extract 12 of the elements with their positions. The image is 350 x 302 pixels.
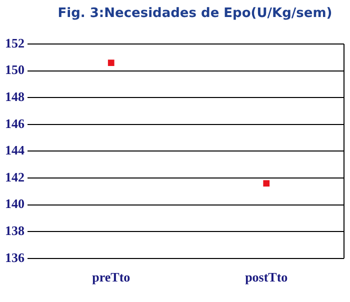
y-tick-label: 148 — [5, 88, 25, 104]
y-tick-label: 138 — [5, 222, 25, 238]
y-tick-label: 144 — [5, 142, 25, 158]
x-tick-label: postTto — [245, 270, 288, 285]
y-tick-label: 142 — [5, 169, 24, 184]
y-tick-label: 152 — [5, 35, 24, 50]
chart-title: Fig. 3:Necesidades de Epo(U/Kg/sem) — [56, 6, 334, 21]
y-tick-label: 140 — [5, 196, 24, 212]
x-tick-label: preTto — [92, 270, 130, 285]
y-tick-label: 150 — [5, 62, 24, 78]
y-tick-label: 146 — [5, 116, 25, 131]
y-tick-label: 136 — [5, 250, 25, 265]
